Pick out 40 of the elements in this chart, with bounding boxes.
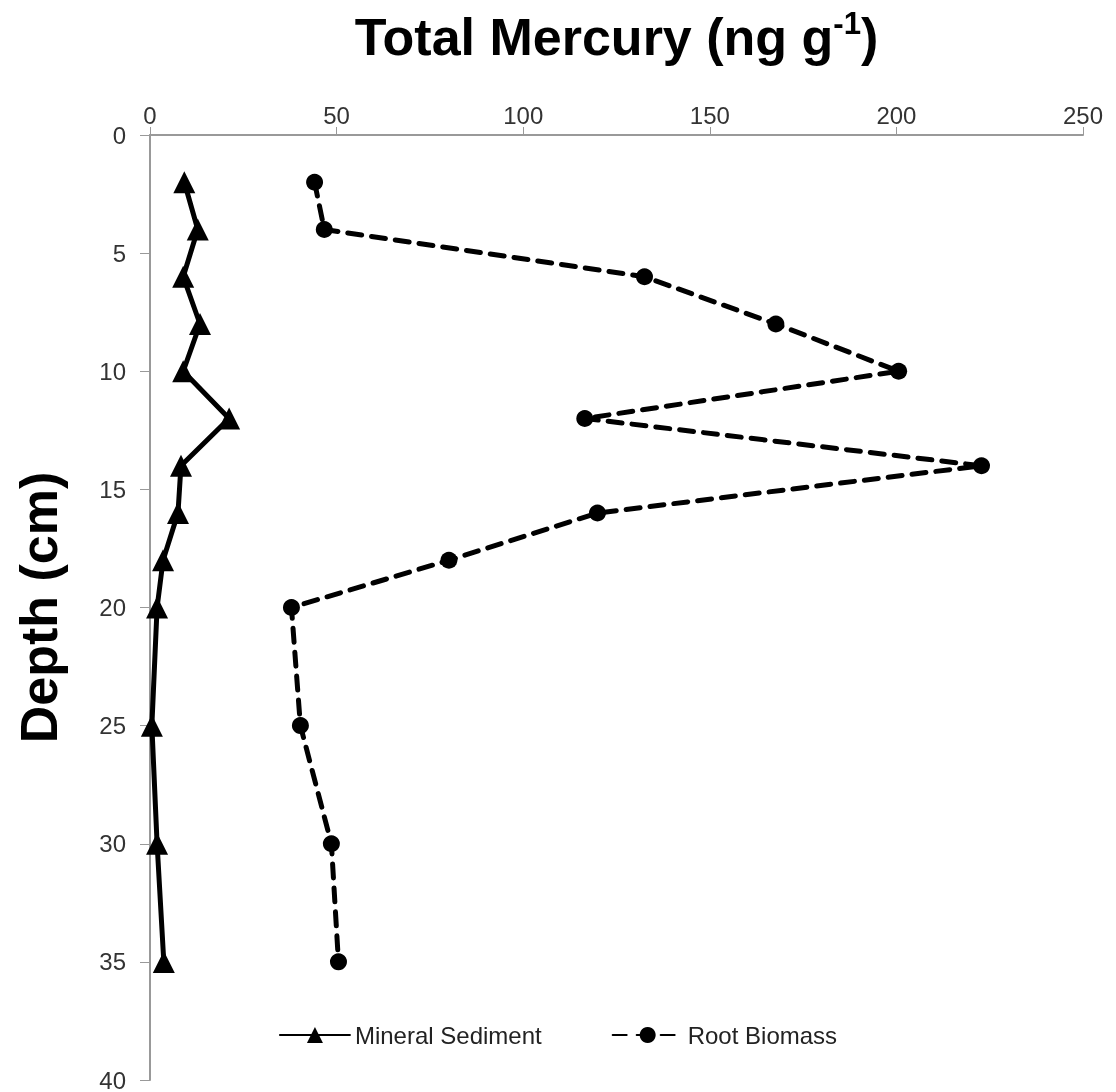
x-tick-label: 0 bbox=[143, 101, 157, 129]
point bbox=[440, 551, 458, 569]
point bbox=[146, 596, 169, 619]
point bbox=[576, 410, 594, 427]
x-tick-label: 150 bbox=[689, 101, 730, 129]
point bbox=[306, 173, 324, 191]
y-axis-title: Depth (cm) bbox=[10, 471, 68, 744]
y-tick-label: 35 bbox=[99, 948, 126, 976]
point bbox=[329, 953, 347, 971]
point bbox=[890, 362, 908, 380]
point bbox=[767, 315, 785, 333]
y-tick-label: 15 bbox=[99, 475, 126, 503]
point bbox=[173, 171, 196, 194]
point bbox=[172, 360, 195, 383]
legend-label: Mineral Sediment bbox=[354, 1021, 543, 1049]
y-tick-label: 40 bbox=[99, 1066, 126, 1092]
point bbox=[588, 504, 606, 522]
point bbox=[218, 407, 241, 430]
point bbox=[152, 549, 175, 572]
y-tick-label: 30 bbox=[99, 830, 126, 858]
x-tick-label: 50 bbox=[323, 101, 350, 129]
y-tick-label: 10 bbox=[99, 357, 126, 385]
x-tick-label: 200 bbox=[876, 101, 917, 129]
y-tick-label: 20 bbox=[99, 594, 126, 621]
point bbox=[172, 265, 195, 288]
point bbox=[291, 717, 309, 735]
legend-label: Root Biomass bbox=[687, 1021, 838, 1049]
y-tick-label: 25 bbox=[99, 712, 126, 740]
x-tick-label: 250 bbox=[1062, 101, 1104, 129]
point bbox=[636, 268, 653, 286]
point bbox=[315, 221, 333, 238]
point bbox=[282, 599, 300, 616]
point bbox=[186, 218, 209, 241]
point bbox=[322, 835, 340, 853]
point bbox=[189, 313, 212, 335]
point bbox=[169, 454, 192, 477]
point bbox=[973, 457, 990, 475]
y-tick-label: 0 bbox=[112, 121, 126, 149]
x-tick-label: 100 bbox=[503, 101, 544, 129]
y-tick-label: 5 bbox=[112, 239, 126, 267]
